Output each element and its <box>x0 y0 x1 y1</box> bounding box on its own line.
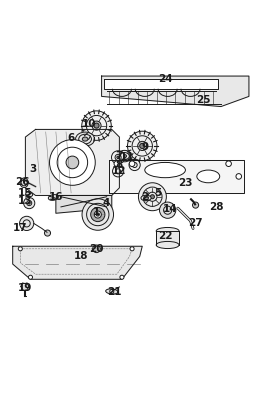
Polygon shape <box>104 79 218 89</box>
Text: 9: 9 <box>141 142 148 152</box>
Circle shape <box>120 275 124 279</box>
Circle shape <box>129 160 140 171</box>
Circle shape <box>66 156 79 169</box>
Circle shape <box>129 161 135 166</box>
Circle shape <box>112 151 125 164</box>
Text: 10: 10 <box>82 119 96 129</box>
Polygon shape <box>56 196 112 213</box>
Ellipse shape <box>20 178 28 188</box>
Text: 3: 3 <box>29 164 37 174</box>
Polygon shape <box>109 160 244 193</box>
Circle shape <box>226 161 231 166</box>
Text: 14: 14 <box>163 204 178 214</box>
Circle shape <box>94 123 99 128</box>
Text: 25: 25 <box>196 95 211 105</box>
Ellipse shape <box>197 170 220 183</box>
Text: 15: 15 <box>18 188 33 198</box>
Text: 13: 13 <box>18 196 33 206</box>
Text: 28: 28 <box>209 202 223 212</box>
Text: 6: 6 <box>68 133 75 143</box>
Circle shape <box>138 141 147 150</box>
Text: 20: 20 <box>89 244 104 254</box>
Text: 8: 8 <box>116 160 123 170</box>
Circle shape <box>96 213 99 216</box>
Text: 7: 7 <box>116 151 123 161</box>
Circle shape <box>130 247 134 251</box>
Text: 26: 26 <box>15 177 30 187</box>
Text: 2: 2 <box>141 192 148 202</box>
Ellipse shape <box>156 242 179 249</box>
Text: 11: 11 <box>120 152 134 162</box>
Circle shape <box>20 216 34 230</box>
Circle shape <box>28 275 33 279</box>
Circle shape <box>150 195 154 199</box>
Ellipse shape <box>122 154 126 158</box>
Circle shape <box>93 245 100 253</box>
Circle shape <box>92 121 101 130</box>
Circle shape <box>114 161 120 166</box>
Ellipse shape <box>117 150 132 162</box>
Text: 21: 21 <box>107 287 122 297</box>
Text: 5: 5 <box>154 188 161 198</box>
Text: 27: 27 <box>188 219 203 228</box>
Text: 17: 17 <box>13 223 28 234</box>
Polygon shape <box>25 129 119 196</box>
Ellipse shape <box>76 132 95 146</box>
Text: 23: 23 <box>178 178 193 188</box>
Text: 18: 18 <box>74 251 89 261</box>
Polygon shape <box>21 283 29 290</box>
Circle shape <box>82 111 111 140</box>
Circle shape <box>193 202 199 208</box>
Circle shape <box>18 247 22 251</box>
Ellipse shape <box>141 195 151 201</box>
Text: 4: 4 <box>103 198 110 208</box>
Polygon shape <box>102 76 249 107</box>
Circle shape <box>82 199 114 230</box>
Text: 24: 24 <box>158 74 172 84</box>
Ellipse shape <box>82 137 88 141</box>
Text: 12: 12 <box>112 166 127 176</box>
Circle shape <box>236 173 242 179</box>
Circle shape <box>160 202 176 218</box>
Text: 16: 16 <box>49 192 63 202</box>
Circle shape <box>128 131 157 161</box>
Circle shape <box>44 230 51 236</box>
Ellipse shape <box>106 289 118 294</box>
Bar <box>156 231 179 245</box>
Circle shape <box>28 202 30 204</box>
Text: 19: 19 <box>18 283 33 293</box>
Text: 22: 22 <box>158 231 172 241</box>
Polygon shape <box>13 246 142 279</box>
Ellipse shape <box>48 194 58 200</box>
Text: 1: 1 <box>93 207 100 217</box>
Ellipse shape <box>26 192 33 196</box>
Circle shape <box>24 198 35 209</box>
Circle shape <box>50 139 95 185</box>
Ellipse shape <box>156 227 179 234</box>
Circle shape <box>138 183 166 211</box>
Ellipse shape <box>145 162 185 178</box>
Circle shape <box>113 166 124 177</box>
Circle shape <box>140 143 145 148</box>
Circle shape <box>117 156 119 159</box>
